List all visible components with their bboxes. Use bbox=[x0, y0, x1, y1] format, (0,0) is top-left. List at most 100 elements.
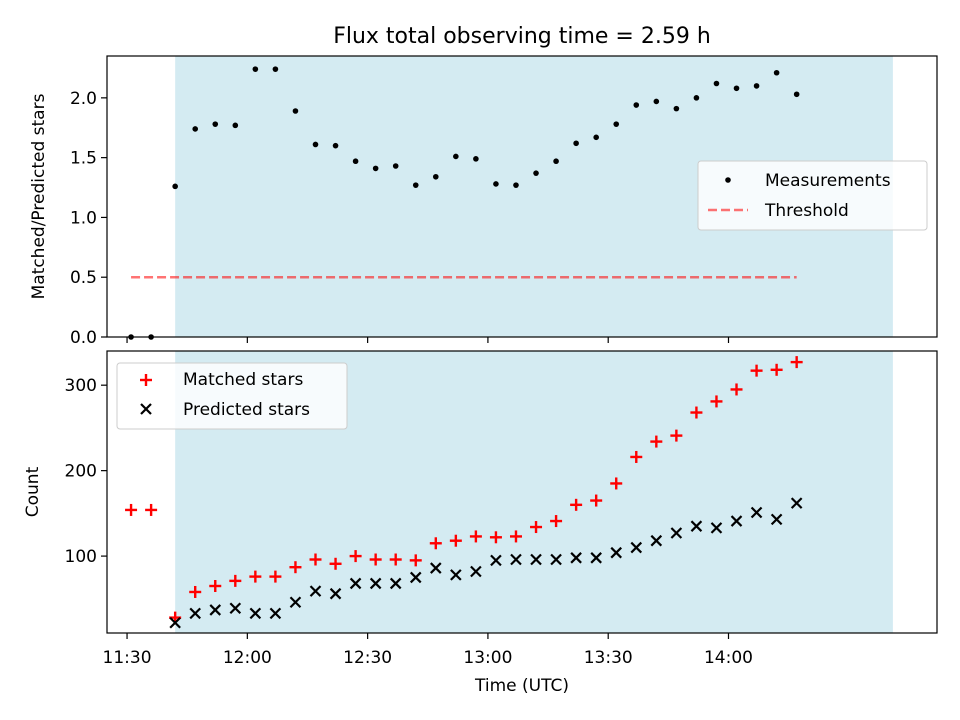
measurement-legend-marker bbox=[725, 177, 731, 183]
measurement-point bbox=[713, 80, 720, 87]
measurement-legend-label: Measurements bbox=[765, 171, 891, 191]
measurement-point bbox=[513, 182, 519, 188]
predicted-star-point bbox=[289, 596, 302, 609]
predicted-star-point bbox=[670, 527, 683, 539]
matched-star-point bbox=[449, 534, 462, 547]
x-tick-label: 13:30 bbox=[584, 648, 633, 668]
count-panel: 100 200 300 11:30 12:00 12:30 13:00 13:30 14:00… bbox=[23, 350, 938, 696]
x-tick-label: 12:00 bbox=[223, 648, 272, 668]
matched-star-point bbox=[550, 515, 563, 528]
predicted-star-point bbox=[550, 553, 562, 566]
predicted-star-point bbox=[570, 552, 582, 564]
measurement-point bbox=[653, 98, 660, 105]
predicted-star-point bbox=[249, 607, 262, 620]
measurement-point bbox=[633, 102, 640, 108]
figure-title: Flux total observing time = 2.59 h bbox=[333, 24, 711, 49]
count-legend-box bbox=[116, 362, 348, 430]
measurement-point bbox=[432, 173, 439, 180]
predicted-star-point bbox=[349, 577, 362, 590]
ratio-y-tick-label: 1.0 bbox=[70, 208, 97, 228]
matched-legend-label: Matched stars bbox=[183, 370, 303, 390]
measurement-point bbox=[453, 153, 459, 160]
count-legend: Matched stars Predicted stars bbox=[116, 362, 348, 430]
matched-star-point bbox=[269, 570, 282, 583]
matched-star-point bbox=[369, 553, 382, 566]
predicted-star-point bbox=[430, 562, 442, 574]
count-y-tick-label: 300 bbox=[65, 376, 97, 396]
measurement-point bbox=[573, 140, 579, 147]
ratio-y-axis-label: Matched/Predicted stars bbox=[29, 93, 49, 299]
predicted-star-point bbox=[309, 585, 322, 597]
ratio-y-tick-label: 0.5 bbox=[70, 268, 97, 288]
predicted-star-point bbox=[510, 553, 522, 566]
matched-star-point bbox=[770, 363, 783, 376]
count-axes-frame bbox=[106, 350, 938, 634]
measurement-point bbox=[693, 95, 700, 101]
predicted-star-point bbox=[790, 497, 803, 509]
matched-star-point bbox=[630, 450, 643, 463]
matched-star-point bbox=[590, 494, 603, 507]
predicted-star-point bbox=[470, 565, 482, 578]
measurement-point bbox=[392, 163, 399, 169]
ratio-y-tick-label: 1.5 bbox=[70, 149, 97, 169]
measurement-point bbox=[793, 91, 800, 98]
predicted-star-point bbox=[710, 522, 723, 534]
predicted-star-point bbox=[490, 554, 502, 567]
measurement-point bbox=[493, 181, 499, 187]
measurement-point bbox=[673, 105, 680, 112]
matched-stars-points bbox=[125, 356, 803, 624]
ratio-axes-frame bbox=[106, 55, 938, 338]
measurement-point bbox=[312, 141, 319, 148]
matched-star-point bbox=[309, 553, 322, 566]
measurement-point bbox=[332, 142, 339, 149]
measurement-point bbox=[232, 122, 239, 129]
measurement-point bbox=[292, 108, 299, 114]
matched-star-point bbox=[489, 531, 502, 544]
predicted-star-point bbox=[389, 577, 402, 590]
matched-star-point bbox=[730, 383, 743, 396]
predicted-star-point bbox=[750, 506, 763, 519]
predicted-star-point bbox=[229, 602, 242, 614]
predicted-stars-points bbox=[169, 497, 803, 629]
matched-star-point bbox=[329, 557, 342, 570]
count-y-ticks: 100 200 300 bbox=[65, 376, 107, 567]
predicted-star-point bbox=[409, 571, 422, 584]
ratio-legend-box bbox=[697, 160, 928, 231]
predicted-star-point bbox=[690, 520, 703, 532]
measurement-point bbox=[733, 85, 740, 92]
matched-star-point bbox=[389, 553, 402, 566]
measurement-point bbox=[613, 121, 620, 127]
measurement-point bbox=[212, 121, 219, 127]
predicted-star-point bbox=[189, 607, 201, 620]
measurement-point bbox=[352, 158, 359, 165]
measurement-point bbox=[773, 69, 780, 76]
predicted-star-point bbox=[369, 577, 382, 590]
matched-star-point bbox=[710, 395, 723, 408]
matched-star-point bbox=[750, 364, 763, 377]
predicted-star-point bbox=[329, 587, 342, 600]
matched-star-point bbox=[289, 561, 302, 574]
measurement-point bbox=[372, 165, 379, 172]
matched-star-point bbox=[189, 585, 202, 598]
ratio-x-ticks bbox=[126, 337, 730, 343]
measurement-point bbox=[473, 156, 479, 162]
predicted-legend-label: Predicted stars bbox=[183, 400, 310, 420]
matched-star-point bbox=[469, 530, 482, 543]
measurement-point bbox=[272, 66, 279, 72]
predicted-star-point bbox=[730, 515, 743, 527]
matched-star-point bbox=[570, 498, 583, 511]
threshold-legend-label: Threshold bbox=[764, 201, 849, 221]
x-tick-label: 13:00 bbox=[463, 648, 512, 668]
measurement-point bbox=[192, 126, 199, 132]
x-tick-label: 12:30 bbox=[343, 648, 392, 668]
matched-star-point bbox=[509, 530, 522, 543]
ratio-legend: Measurements Threshold bbox=[697, 160, 928, 231]
predicted-star-point bbox=[450, 569, 462, 581]
x-tick-label: 11:30 bbox=[103, 648, 152, 668]
predicted-star-point bbox=[610, 546, 623, 559]
count-y-tick-label: 200 bbox=[65, 462, 97, 482]
matched-star-point bbox=[145, 503, 158, 516]
matched-star-point bbox=[790, 356, 803, 369]
ratio-y-tick-label: 2.0 bbox=[70, 89, 97, 109]
